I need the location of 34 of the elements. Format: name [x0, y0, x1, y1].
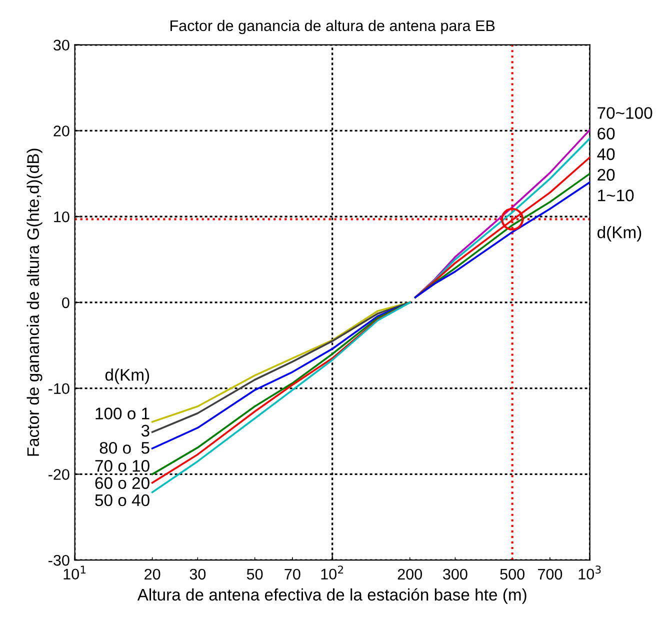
x-tick-label: 300	[443, 568, 468, 580]
y-tick-label: 10	[54, 211, 70, 222]
x-tick-label: 10$^{1}$	[64, 566, 86, 580]
x-tick-label: 50	[246, 568, 263, 580]
y-tick-label: 20	[54, 126, 70, 136]
x-tick-label: 70	[284, 568, 300, 580]
x-tick-label: 200	[398, 568, 422, 580]
text: d(Km)	[597, 226, 642, 242]
y-axis-title: Factor de ganancia de altura G(hte,d)(dB)	[26, 148, 42, 456]
x-tick-label: 700	[538, 568, 562, 580]
series-label: 60 o 20	[95, 477, 150, 489]
x-tick-label: 10$^{2}$	[321, 566, 343, 580]
x-axis-title: Altura de antena efectiva de la estación base hte (m)	[137, 588, 526, 604]
y-tick-label: 30	[54, 40, 70, 51]
annotation: d(Km)	[105, 368, 150, 384]
series-label: 40	[597, 148, 615, 160]
y-tick-label: 0	[62, 297, 70, 308]
x-tick-label: 20	[144, 568, 160, 580]
series-label: 1~10	[598, 190, 634, 202]
x-tick-label: 30	[190, 568, 206, 580]
x-tick-label: 10$^{3}$	[578, 566, 601, 580]
series-label: 60	[598, 128, 615, 140]
y-tick-label: -20	[48, 469, 70, 480]
x-tick-label: 500	[500, 568, 524, 580]
series-label: 80 o 5	[100, 442, 150, 454]
series-label: 100 o 1	[96, 408, 150, 420]
series-label: 20	[598, 168, 615, 181]
series-label: 50 o 40	[95, 494, 150, 506]
y-tick-label: -10	[48, 383, 70, 394]
y-tick-label: -30	[48, 554, 70, 566]
chart-title: Factor de ganancia de altura de antena para EB	[170, 20, 495, 34]
series-label: 3	[141, 424, 150, 437]
series-label: 70 o 10	[95, 460, 150, 472]
series-label: 70~100	[598, 107, 652, 119]
